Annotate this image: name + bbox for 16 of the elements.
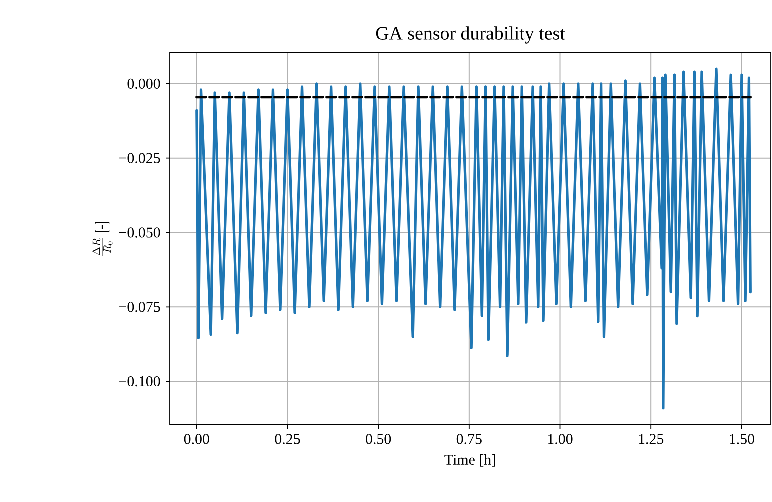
x-tick-label: 1.50 (730, 434, 754, 444)
y-tick-label: −0.025 (120, 153, 160, 164)
y-axis-title: $\frac{\Delta R}{R_0}\ [\text{-}]$ (92, 222, 113, 256)
x-axis-title: Time [h] (444, 454, 496, 467)
y-tick-label: −0.050 (120, 228, 160, 238)
y-tick-label: −0.100 (120, 376, 160, 387)
x-tick-label: 0.75 (456, 434, 482, 444)
chart-title: GA sensor durability test (376, 26, 566, 44)
y-tick-label: 0.000 (128, 78, 160, 90)
y-tick-label: −0.075 (120, 302, 160, 312)
line-series (196, 68, 752, 410)
x-tick-label: 0.50 (366, 434, 392, 444)
x-tick-label: 1.25 (639, 434, 664, 444)
x-tick-label: 0.00 (184, 434, 210, 444)
x-tick-label: 1.00 (548, 434, 573, 444)
x-tick-label: 0.25 (275, 434, 300, 444)
